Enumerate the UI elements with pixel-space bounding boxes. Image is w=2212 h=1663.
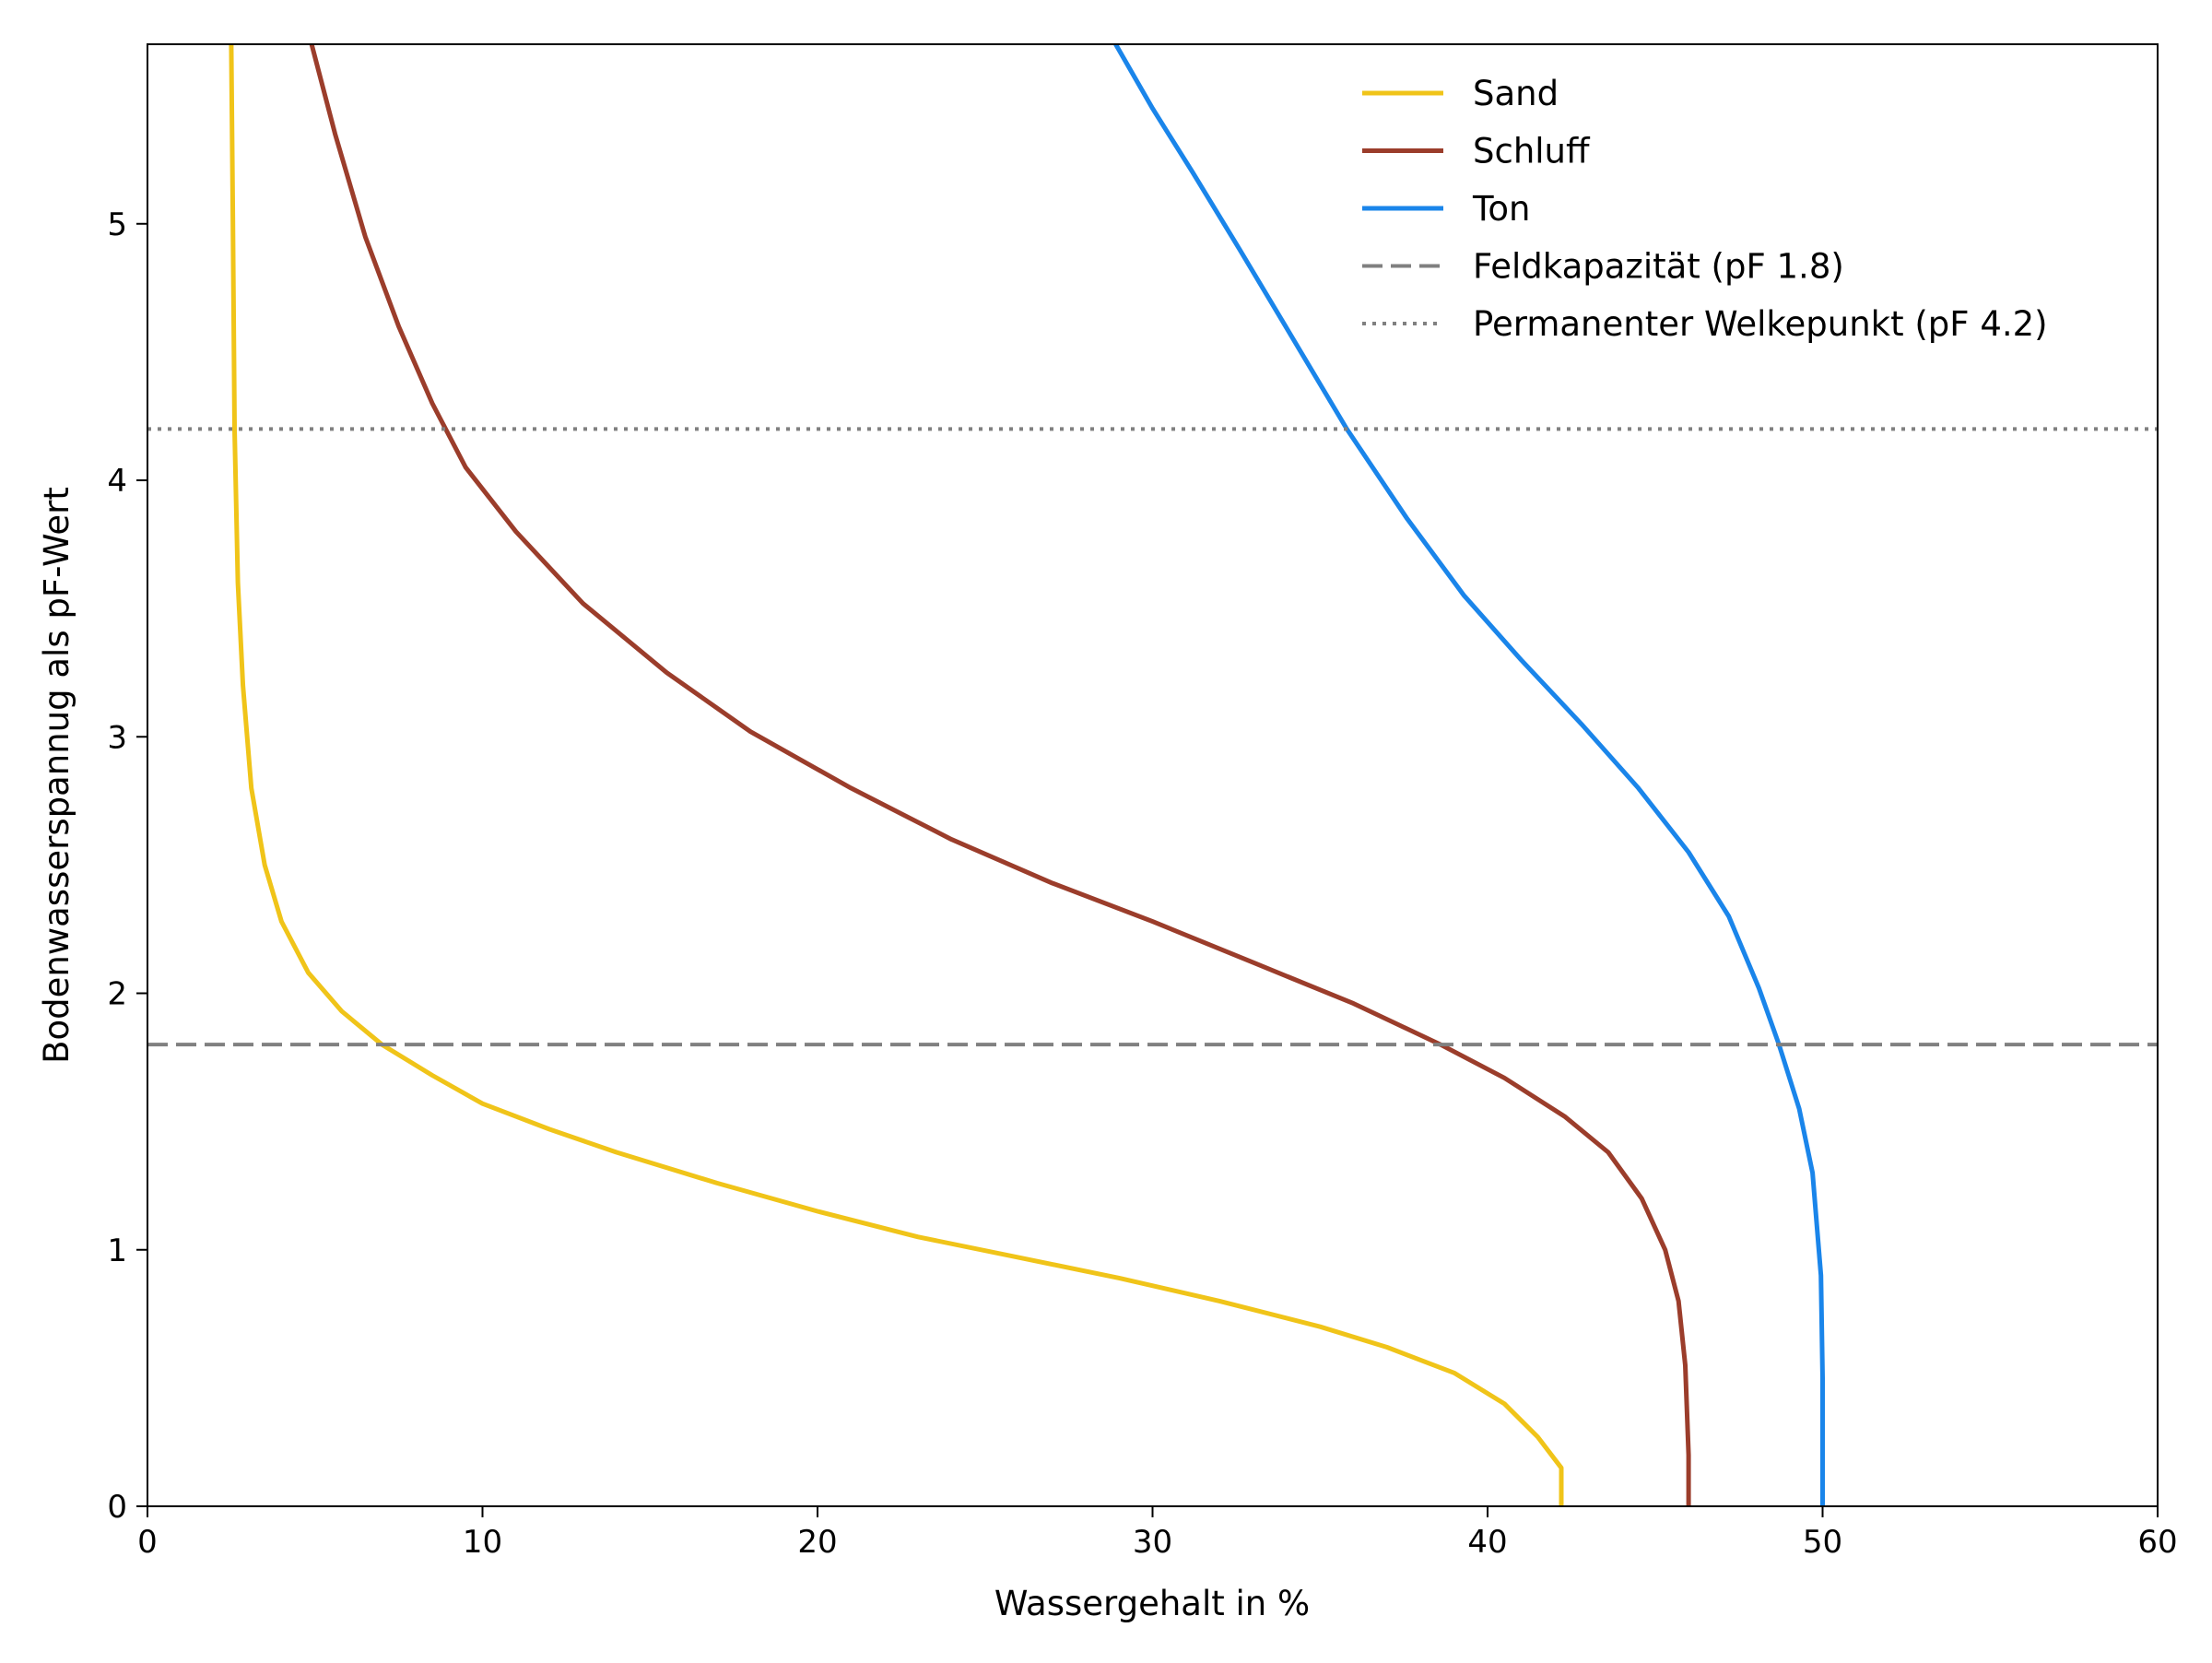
- x-tick-label: 30: [1133, 1524, 1172, 1561]
- x-tick-label: 0: [137, 1524, 158, 1561]
- x-axis-label: Wassergehalt in %: [994, 1584, 1310, 1623]
- legend-label: Feldkapazität (pF 1.8): [1473, 247, 1844, 287]
- x-tick-label: 50: [1803, 1524, 1842, 1561]
- y-tick-label: 0: [107, 1489, 127, 1526]
- x-tick-label: 20: [797, 1524, 837, 1561]
- legend-label: Schluff: [1473, 132, 1591, 171]
- series-line-0: [229, 44, 1564, 1506]
- y-tick-label: 1: [107, 1233, 127, 1269]
- x-tick-label: 60: [2137, 1524, 2177, 1561]
- x-tick-label: 40: [1467, 1524, 1507, 1561]
- y-tick-label: 3: [107, 719, 127, 756]
- legend: Sand Schluff Ton Feldkapazität (pF 1.8) Perm…: [1362, 74, 2048, 344]
- legend-label: Permanenter Welkepunkt (pF 4.2): [1473, 304, 2048, 344]
- y-tick-label: 5: [107, 206, 127, 243]
- series-line-1: [309, 44, 1691, 1506]
- legend-label: Sand: [1473, 74, 1559, 113]
- y-axis-label: Bodenwasserspannug als pF-Wert: [37, 487, 76, 1064]
- legend-label: Ton: [1472, 189, 1530, 229]
- series-line-2: [1113, 44, 1825, 1506]
- y-tick-label: 2: [107, 976, 127, 1013]
- y-tick-label: 4: [107, 463, 127, 500]
- x-tick-label: 10: [463, 1524, 502, 1561]
